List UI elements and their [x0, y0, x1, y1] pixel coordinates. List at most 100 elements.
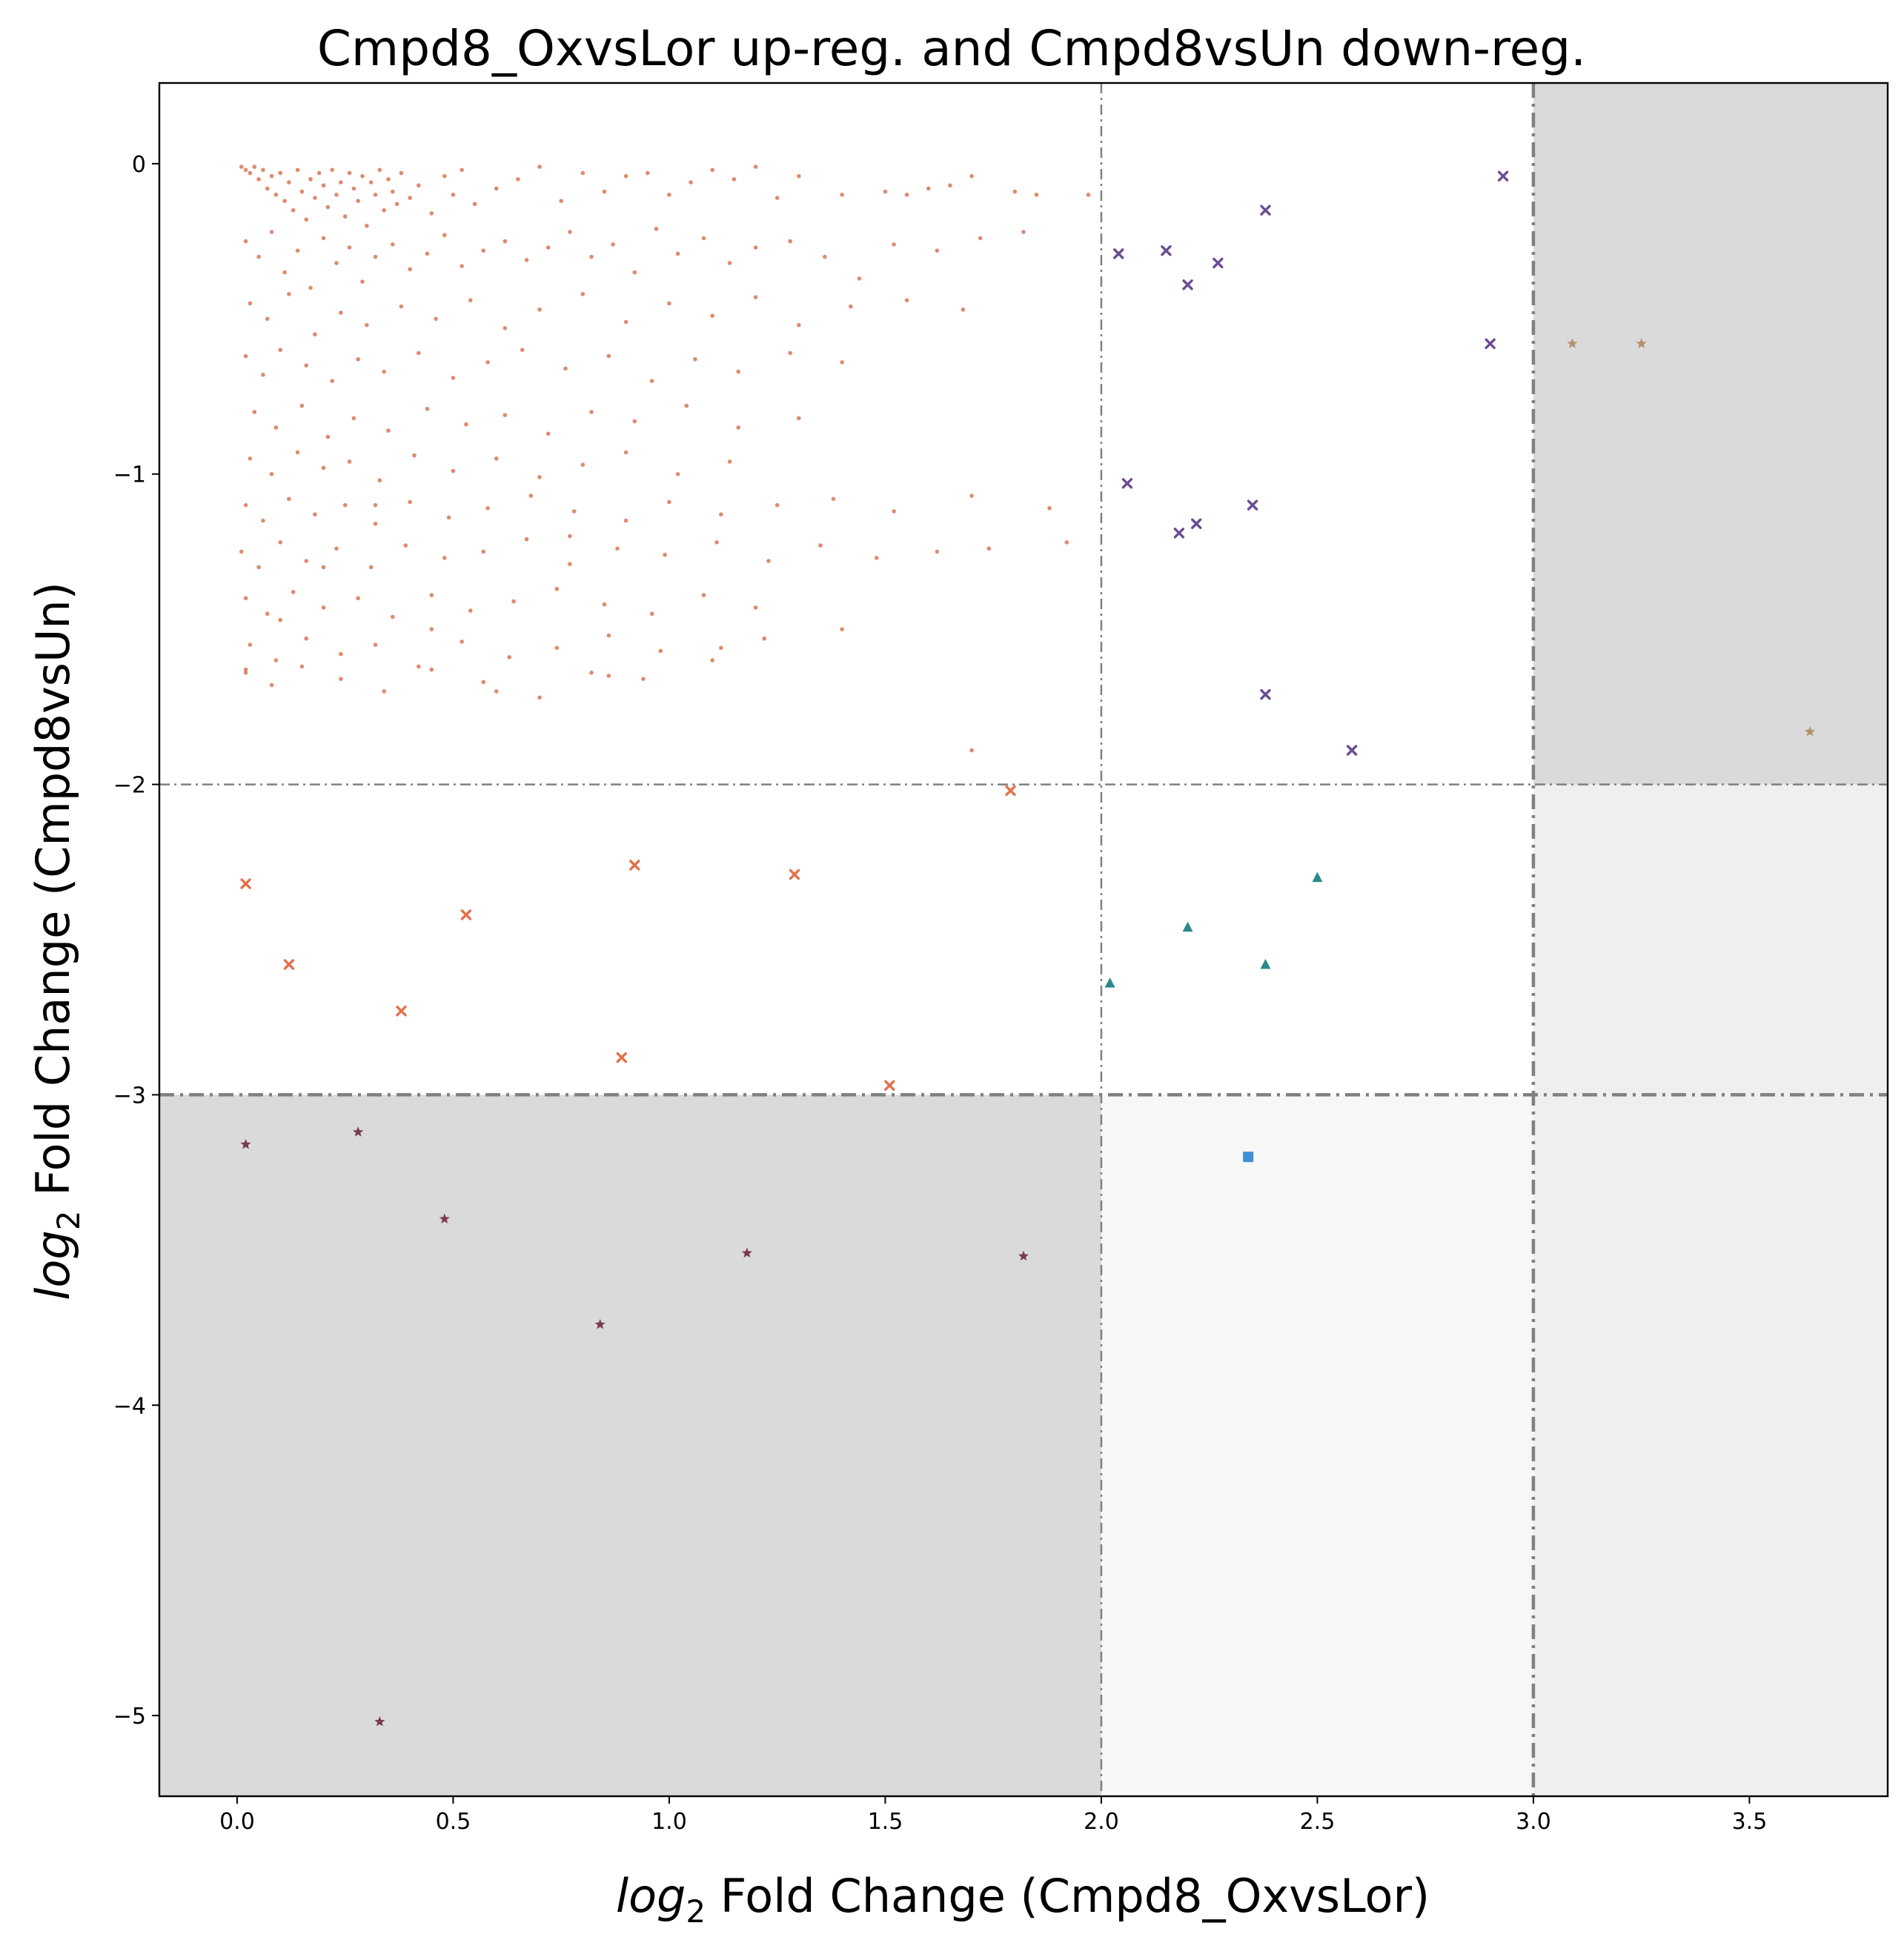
- data-point: [382, 369, 386, 374]
- y-tick-label: 0: [132, 152, 146, 178]
- data-point: [589, 410, 594, 414]
- data-point: [460, 640, 464, 644]
- data-point: [243, 670, 248, 675]
- data-point: [537, 307, 542, 312]
- data-point: [347, 170, 352, 176]
- data-point: [468, 298, 473, 302]
- data-point: [403, 543, 408, 548]
- data-point: [1121, 478, 1133, 489]
- data-point: [935, 248, 940, 253]
- data-point: [904, 192, 909, 197]
- data-point: [373, 502, 378, 508]
- data-point: [1012, 189, 1018, 194]
- data-point: [753, 165, 758, 169]
- data-point: [649, 379, 654, 383]
- data-point: [351, 186, 356, 191]
- data-point: [1005, 785, 1016, 797]
- data-point: [563, 366, 568, 371]
- x-tick-label: 1.5: [868, 1809, 903, 1835]
- data-point: [727, 459, 732, 464]
- data-point: [516, 177, 520, 182]
- data-point: [308, 177, 313, 182]
- data-point: [753, 605, 758, 610]
- shaded-region: [1533, 784, 1888, 1796]
- data-point: [321, 605, 326, 610]
- data-point: [243, 167, 248, 173]
- data-point: [788, 239, 792, 244]
- threshold-lines: [159, 83, 1888, 1796]
- data-point: [243, 596, 248, 601]
- data-point: [1485, 338, 1496, 350]
- data-point: [663, 552, 667, 557]
- data-point: [545, 245, 551, 250]
- data-point: [969, 173, 974, 179]
- data-point: [1047, 506, 1052, 511]
- data-point: [464, 422, 468, 427]
- data-point: [442, 173, 447, 179]
- data-point: [935, 549, 940, 554]
- data-point: [304, 217, 309, 222]
- data-point: [545, 431, 551, 436]
- data-point: [1064, 540, 1069, 545]
- data-point: [460, 167, 464, 173]
- data-point: [969, 748, 974, 753]
- data-point: [485, 506, 490, 511]
- data-point: [261, 167, 265, 173]
- y-tick-label: −2: [113, 773, 146, 799]
- data-point: [732, 177, 737, 182]
- data-point: [321, 565, 326, 570]
- data-point: [667, 499, 671, 505]
- data-point: [701, 236, 706, 241]
- data-point: [356, 199, 360, 203]
- data-point: [472, 202, 477, 207]
- data-point: [365, 322, 369, 328]
- data-point: [299, 664, 305, 669]
- data-point: [502, 239, 508, 244]
- data-point: [451, 376, 456, 380]
- x-tick-label: 3.5: [1732, 1809, 1768, 1835]
- data-point: [356, 596, 360, 601]
- data-point: [273, 425, 279, 430]
- data-point: [1021, 230, 1026, 234]
- data-point: [502, 413, 508, 417]
- data-point: [568, 230, 572, 234]
- data-point: [537, 695, 542, 700]
- data-point: [719, 645, 723, 651]
- data-point: [559, 199, 563, 203]
- data-point: [248, 456, 253, 461]
- data-point: [645, 170, 650, 176]
- data-point: [269, 230, 274, 234]
- data-point: [417, 351, 421, 356]
- x-tick-label: 3.0: [1516, 1809, 1551, 1835]
- data-point: [243, 239, 248, 244]
- data-point: [926, 186, 931, 191]
- data-point: [417, 664, 421, 669]
- data-point: [753, 245, 758, 250]
- data-point: [753, 295, 758, 299]
- data-point: [291, 207, 296, 213]
- data-point: [386, 177, 391, 182]
- data-point: [429, 211, 434, 216]
- data-point: [485, 360, 490, 365]
- data-point: [568, 562, 572, 567]
- data-point: [1243, 1152, 1254, 1163]
- data-point: [823, 254, 827, 259]
- data-point: [347, 459, 352, 464]
- data-point: [741, 1247, 752, 1258]
- data-point: [434, 316, 438, 322]
- data-point: [408, 267, 412, 272]
- data-point: [632, 419, 637, 424]
- data-point: [1161, 245, 1172, 256]
- data-point: [719, 512, 723, 516]
- data-point: [239, 549, 244, 554]
- data-point: [736, 425, 741, 430]
- data-point: [615, 546, 620, 551]
- data-point: [883, 189, 888, 194]
- data-point: [554, 586, 560, 591]
- data-point: [408, 196, 412, 200]
- data-point: [693, 356, 697, 362]
- data-point: [658, 648, 663, 654]
- data-point: [386, 428, 391, 433]
- data-point: [446, 515, 451, 520]
- data-point: [408, 499, 412, 505]
